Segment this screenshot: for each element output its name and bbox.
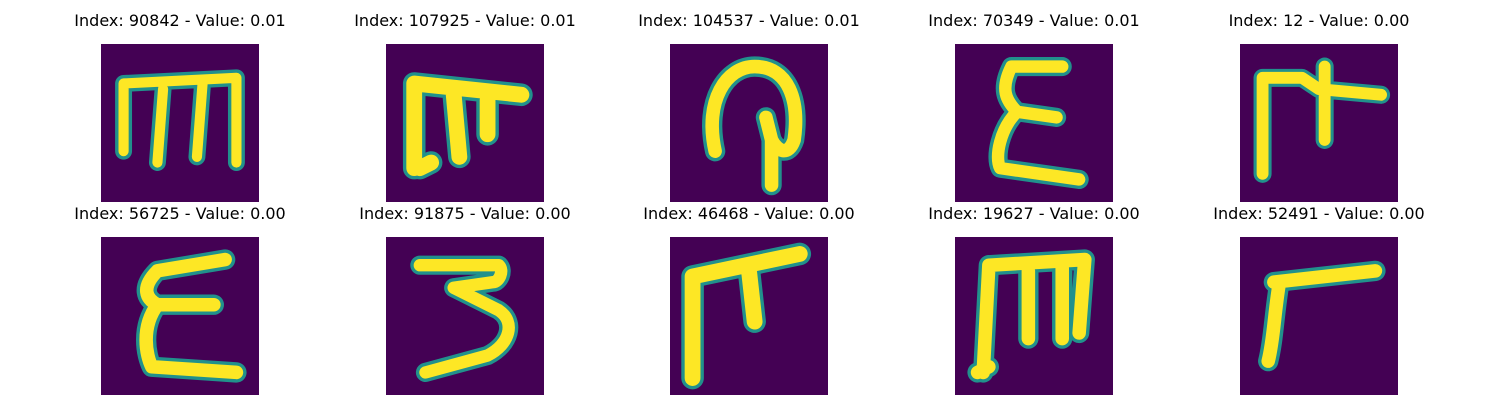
glyph-image xyxy=(386,237,544,395)
panel-5: Index: 12 - Value: 0.00 xyxy=(1179,10,1459,202)
panel-title: Index: 46468 - Value: 0.00 xyxy=(643,204,855,223)
panel-title: Index: 90842 - Value: 0.01 xyxy=(74,11,286,30)
panel-4: Index: 70349 - Value: 0.01 xyxy=(894,10,1174,202)
panel-title: Index: 52491 - Value: 0.00 xyxy=(1213,204,1425,223)
panel-3: Index: 104537 - Value: 0.01 xyxy=(609,10,889,202)
glyph-image xyxy=(955,237,1113,395)
panel-1: Index: 90842 - Value: 0.01 xyxy=(40,10,320,202)
panel-title: Index: 107925 - Value: 0.01 xyxy=(354,11,576,30)
glyph-image xyxy=(101,237,259,395)
panel-title: Index: 56725 - Value: 0.00 xyxy=(74,204,286,223)
panel-10: Index: 52491 - Value: 0.00 xyxy=(1179,203,1459,395)
panel-title: Index: 12 - Value: 0.00 xyxy=(1228,11,1410,30)
glyph-image xyxy=(101,44,259,202)
glyph-image xyxy=(670,237,828,395)
glyph-image xyxy=(670,44,828,202)
panel-7: Index: 91875 - Value: 0.00 xyxy=(325,203,605,395)
panel-6: Index: 56725 - Value: 0.00 xyxy=(40,203,320,395)
glyph-image xyxy=(386,44,544,202)
panel-9: Index: 19627 - Value: 0.00 xyxy=(894,203,1174,395)
panel-title: Index: 70349 - Value: 0.01 xyxy=(928,11,1140,30)
glyph-image xyxy=(1240,237,1398,395)
panel-2: Index: 107925 - Value: 0.01 xyxy=(325,10,605,202)
glyph-image xyxy=(1240,44,1398,202)
glyph-image xyxy=(955,44,1113,202)
panel-title: Index: 104537 - Value: 0.01 xyxy=(638,11,860,30)
panel-title: Index: 19627 - Value: 0.00 xyxy=(928,204,1140,223)
panel-title: Index: 91875 - Value: 0.00 xyxy=(359,204,571,223)
panel-8: Index: 46468 - Value: 0.00 xyxy=(609,203,889,395)
